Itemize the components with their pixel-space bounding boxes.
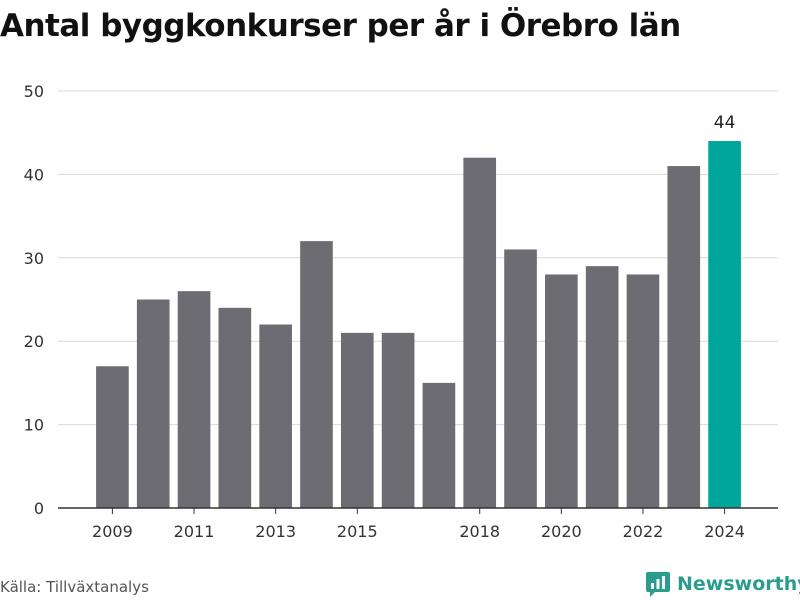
y-tick-label: 0	[34, 499, 44, 518]
x-tick-label: 2009	[92, 522, 133, 541]
x-tick-label: 2013	[255, 522, 296, 541]
y-axis-tick-labels: 0 10 20 30 40 50	[24, 82, 44, 518]
newsworthy-logo-icon	[646, 572, 670, 597]
bar-2021	[585, 266, 619, 508]
y-tick-label: 30	[24, 249, 44, 268]
source-note: Källa: Tillväxtanalys	[0, 578, 149, 596]
brand-name: Newsworthy	[677, 573, 800, 595]
y-tick-label: 10	[24, 416, 44, 435]
x-tick-label: 2011	[174, 522, 215, 541]
bar-2024	[708, 141, 741, 509]
x-tick-label: 2015	[337, 522, 378, 541]
x-tick-label: 2018	[459, 522, 500, 541]
data-labels: 44	[714, 113, 736, 133]
y-tick-label: 50	[24, 82, 44, 101]
data-label: 44	[714, 113, 736, 133]
x-tick-label: 2024	[704, 522, 745, 541]
bar-2022	[626, 274, 660, 508]
brand-logo: Newsworthy	[645, 570, 800, 598]
bars	[96, 141, 741, 509]
bar-2010	[136, 299, 170, 508]
y-tick-label: 20	[24, 332, 44, 351]
bar-2013	[259, 324, 292, 508]
x-tick-label: 2022	[623, 522, 664, 541]
bar-2015	[340, 332, 374, 508]
bar-2016	[381, 332, 415, 508]
x-axis-tick-labels: 2009 2011 2013 2015 2018 2020 2022 2024	[92, 508, 745, 541]
bar-2011	[177, 291, 211, 508]
bar-2019	[504, 249, 537, 508]
bar-2009	[96, 366, 129, 508]
bar-2012	[218, 307, 252, 508]
bar-2017	[422, 382, 456, 508]
bar-2023	[667, 166, 701, 508]
bar-2018	[463, 157, 497, 508]
bar-2014	[300, 241, 333, 508]
chart-title: Antal byggkonkurser per år i Örebro län	[0, 8, 681, 44]
x-tick-label: 2020	[541, 522, 582, 541]
y-tick-label: 40	[24, 165, 44, 184]
bar-2020	[545, 274, 578, 508]
